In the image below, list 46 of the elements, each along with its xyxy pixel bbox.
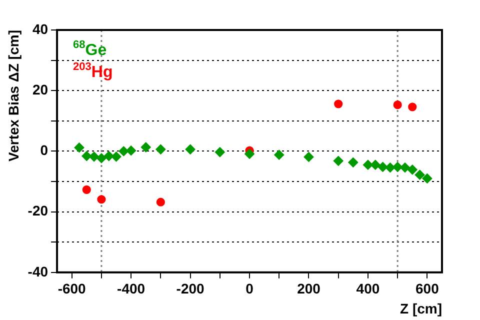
y-axis-title: Vertex Bias ΔZ [cm] (5, 30, 22, 162)
x-tick-label: -600 (58, 280, 86, 297)
x-tick-label: 200 (297, 280, 321, 297)
point (111, 152, 122, 162)
point (378, 162, 388, 172)
point (333, 156, 344, 166)
point (370, 160, 380, 170)
y-tick-label: 40 (32, 20, 48, 37)
point (126, 146, 136, 156)
point (393, 100, 402, 110)
point (400, 162, 410, 173)
x-tick-label: 0 (246, 280, 254, 297)
point (414, 170, 425, 180)
x-axis-title: Z [cm] (400, 300, 442, 316)
point (362, 160, 373, 170)
point (392, 162, 403, 172)
point (407, 164, 418, 175)
point (408, 102, 417, 112)
point (156, 144, 166, 154)
x-tick-label: 600 (416, 280, 440, 297)
point (74, 142, 84, 153)
x-tick-label: -400 (117, 280, 146, 297)
point (185, 144, 196, 154)
point (82, 151, 92, 162)
point (304, 152, 314, 162)
point (97, 195, 106, 204)
point (82, 185, 91, 194)
y-tick-label: 20 (32, 81, 48, 98)
point (244, 148, 255, 159)
point (118, 146, 129, 156)
point (348, 157, 358, 168)
point (422, 173, 432, 184)
point (89, 152, 100, 162)
point (104, 151, 114, 162)
x-tick-label: 400 (356, 280, 380, 297)
y-tick-label: -40 (28, 263, 48, 280)
y-tick-label: -20 (28, 202, 48, 219)
point (156, 198, 165, 206)
point (96, 153, 106, 164)
y-tick-label: 0 (40, 142, 48, 158)
point (385, 162, 396, 173)
point (334, 100, 343, 108)
x-tick-label: -200 (176, 280, 205, 297)
point (274, 150, 284, 160)
point (214, 147, 225, 158)
point (140, 142, 151, 152)
